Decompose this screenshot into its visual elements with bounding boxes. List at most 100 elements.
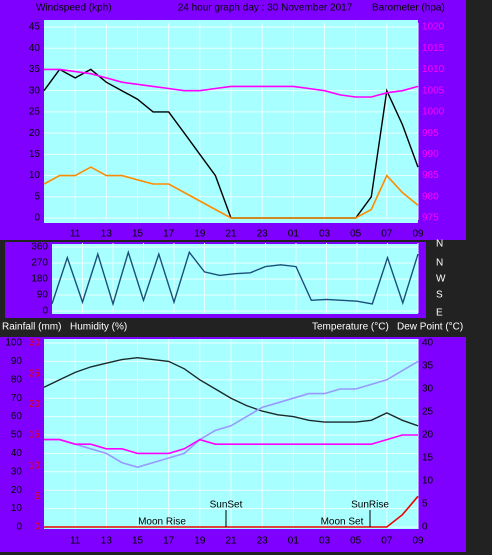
x-tick-label: 15 (132, 536, 144, 547)
y-tick-label: 270 (31, 258, 48, 269)
y2-tick-label: 985 (422, 170, 439, 181)
y-tick-label: 100 (5, 338, 22, 349)
x-tick-label: 13 (101, 229, 113, 240)
y-tick-label: 20 (29, 128, 41, 139)
x-tick-label: 23 (257, 536, 269, 547)
y-axis-title: Humidity (%) (70, 322, 127, 333)
direction-label: W (436, 274, 446, 285)
y-tick-label: 60 (11, 411, 23, 422)
y-tick-label: 40 (29, 43, 41, 54)
y-tick-label: 10 (29, 170, 41, 181)
y3-tick-label: 5 (34, 491, 40, 502)
y-tick-label: 360 (31, 242, 48, 253)
series-line (43, 356, 419, 427)
x-tick-label: 17 (163, 229, 175, 240)
y3-tick-label: 25 (29, 368, 41, 379)
y-tick-label: 50 (11, 430, 23, 441)
y2-tick-label: 1010 (422, 64, 445, 75)
x-tick-label: 01 (288, 229, 300, 240)
y3-tick-label: 20 (29, 399, 41, 410)
y2-tick-label: 990 (422, 149, 439, 160)
direction-label: E (436, 308, 443, 319)
y3-tick-label: 30 (29, 338, 41, 349)
x-tick-label: 17 (163, 536, 175, 547)
y2-axis-title: Temperature (°C) (312, 322, 389, 333)
annotation: Moon Rise (138, 517, 186, 528)
x-tick-label: 19 (194, 536, 206, 547)
y2-tick-label: 5 (422, 499, 428, 510)
y-tick-label: 80 (11, 374, 23, 385)
annotation: SunSet (210, 500, 243, 511)
x-tick-label: 11 (70, 536, 81, 547)
x-tick-label: 13 (101, 536, 113, 547)
series-line (44, 495, 419, 528)
y-tick-label: 20 (11, 485, 23, 496)
x-tick-label: 07 (381, 536, 393, 547)
y-tick-label: 0 (34, 213, 40, 224)
y2-axis-title: Barometer (hpa) (372, 3, 445, 14)
y2-tick-label: 15 (422, 453, 434, 464)
x-tick-label: 19 (194, 229, 206, 240)
y-tick-label: 90 (11, 356, 23, 367)
y3-tick-label: 0 (34, 522, 40, 533)
x-tick-label: 07 (381, 229, 393, 240)
y-tick-label: 40 (11, 448, 23, 459)
y-tick-label: 30 (11, 466, 23, 477)
y2-tick-label: 1015 (422, 43, 445, 54)
y-tick-label: 0 (16, 522, 22, 533)
annotation: Moon Set (321, 517, 364, 528)
y2-tick-label: 10 (422, 476, 434, 487)
y3-tick-label: 15 (29, 430, 41, 441)
direction-label: N (436, 258, 443, 269)
y-tick-label: 45 (29, 22, 41, 33)
series-line (44, 68, 419, 98)
y-tick-label: 10 (11, 503, 23, 514)
x-tick-label: 09 (412, 229, 424, 240)
series-line (44, 434, 418, 455)
y2-tick-label: 40 (422, 338, 434, 349)
x-tick-label: 01 (288, 536, 300, 547)
x-tick-label: 09 (412, 536, 424, 547)
series-line (44, 360, 419, 469)
y3-tick-label: 10 (29, 460, 41, 471)
y-tick-label: 90 (37, 290, 49, 301)
x-tick-label: 23 (257, 229, 269, 240)
y2-tick-label: 0 (422, 522, 428, 533)
annotation: SunRise (351, 500, 389, 511)
direction-label: S (436, 290, 443, 301)
y2-tick-label: 995 (422, 128, 439, 139)
series-line (51, 249, 419, 307)
y2-tick-label: 35 (422, 361, 434, 372)
y-tick-label: 15 (29, 149, 41, 160)
y2-tick-label: 1005 (422, 85, 445, 96)
x-tick-label: 03 (319, 229, 331, 240)
y2-axis-title: Dew Point (°C) (397, 322, 463, 333)
y2-tick-label: 25 (422, 407, 434, 418)
y2-tick-label: 20 (422, 430, 434, 441)
y-tick-label: 180 (31, 274, 48, 285)
y-tick-label: 25 (29, 107, 41, 118)
x-tick-label: 15 (132, 229, 144, 240)
y2-tick-label: 975 (422, 213, 439, 224)
y2-tick-label: 1000 (422, 107, 445, 118)
x-tick-label: 11 (70, 229, 81, 240)
y2-tick-label: 1020 (422, 22, 445, 33)
y-tick-label: 35 (29, 64, 41, 75)
y-tick-label: 5 (34, 191, 40, 202)
x-tick-label: 05 (350, 229, 362, 240)
y3-axis-title: Rainfall (mm) (2, 322, 61, 333)
y-tick-label: 70 (11, 393, 23, 404)
y2-tick-label: 980 (422, 191, 439, 202)
y2-tick-label: 30 (422, 384, 434, 395)
chart-title: 24 hour graph day : 30 November 2017 (178, 3, 353, 14)
y-axis-title: Windspeed (kph) (36, 3, 112, 14)
direction-label: N (436, 239, 443, 250)
x-tick-label: 21 (225, 229, 237, 240)
x-tick-label: 03 (319, 536, 331, 547)
series-line (43, 166, 419, 219)
x-tick-label: 05 (350, 536, 362, 547)
y-tick-label: 0 (42, 306, 48, 317)
x-tick-label: 21 (225, 536, 237, 547)
y-tick-label: 30 (29, 85, 41, 96)
